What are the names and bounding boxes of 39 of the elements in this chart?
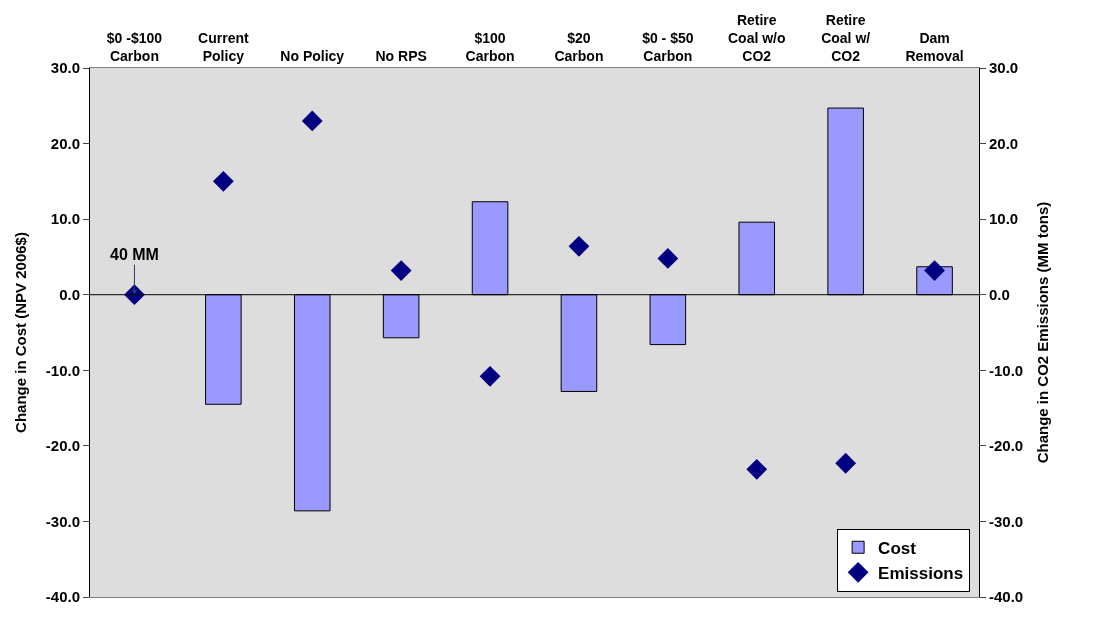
point — [568, 235, 590, 257]
y2-tick-label: -20.0 — [989, 437, 1024, 455]
y-tick-label: -30.0 — [45, 512, 80, 530]
legend-label: Cost — [878, 538, 917, 558]
y2-tick-label: -10.0 — [989, 361, 1024, 379]
x-tick-label: Retire Coal w/ CO2 — [821, 12, 871, 65]
point — [301, 110, 323, 132]
x-tick-label: $100 Carbon — [465, 30, 515, 65]
x-tick-label: Dam Removal — [905, 30, 964, 65]
point — [835, 452, 857, 474]
y2-tick-label: 20.0 — [989, 134, 1019, 152]
x-tick-label: Current Policy — [198, 30, 249, 65]
y2-tick-label: 10.0 — [989, 210, 1019, 228]
point — [746, 458, 768, 480]
y-tick-label: -20.0 — [45, 437, 80, 455]
x-tick-label: Retire Coal w/o CO2 — [727, 12, 786, 65]
y-tick-label: 0.0 — [59, 285, 80, 303]
y2-tick-label: 30.0 — [989, 59, 1019, 77]
x-tick-label: No RPS — [375, 48, 427, 65]
x-tick-label: $20 Carbon — [554, 30, 604, 65]
point — [390, 260, 412, 281]
y2-tick-label: -40.0 — [989, 588, 1024, 606]
y-tick-label: -40.0 — [45, 588, 80, 606]
point — [212, 170, 234, 192]
y2-axis-title: Change in CO2 Emissions (MM tons) — [1034, 201, 1052, 464]
annotation: 40 MM — [110, 246, 159, 263]
x-tick-label: $0 -$100 Carbon — [106, 30, 163, 65]
y2-tick-label: 0.0 — [989, 285, 1010, 303]
legend-label: Emissions — [878, 563, 964, 583]
y-tick-label: 20.0 — [50, 134, 80, 152]
point — [657, 248, 679, 269]
x-tick-label: $0 - $50 Carbon — [642, 30, 694, 65]
y-tick-label: 30.0 — [50, 59, 80, 77]
y-tick-label: -10.0 — [45, 361, 80, 379]
y-tick-label: 10.0 — [50, 210, 80, 228]
point — [479, 365, 501, 387]
x-tick-label: No Policy — [280, 48, 345, 65]
y-axis-title: Change in Cost (NPV 2006$) — [12, 232, 30, 433]
y2-tick-label: -30.0 — [989, 512, 1024, 530]
